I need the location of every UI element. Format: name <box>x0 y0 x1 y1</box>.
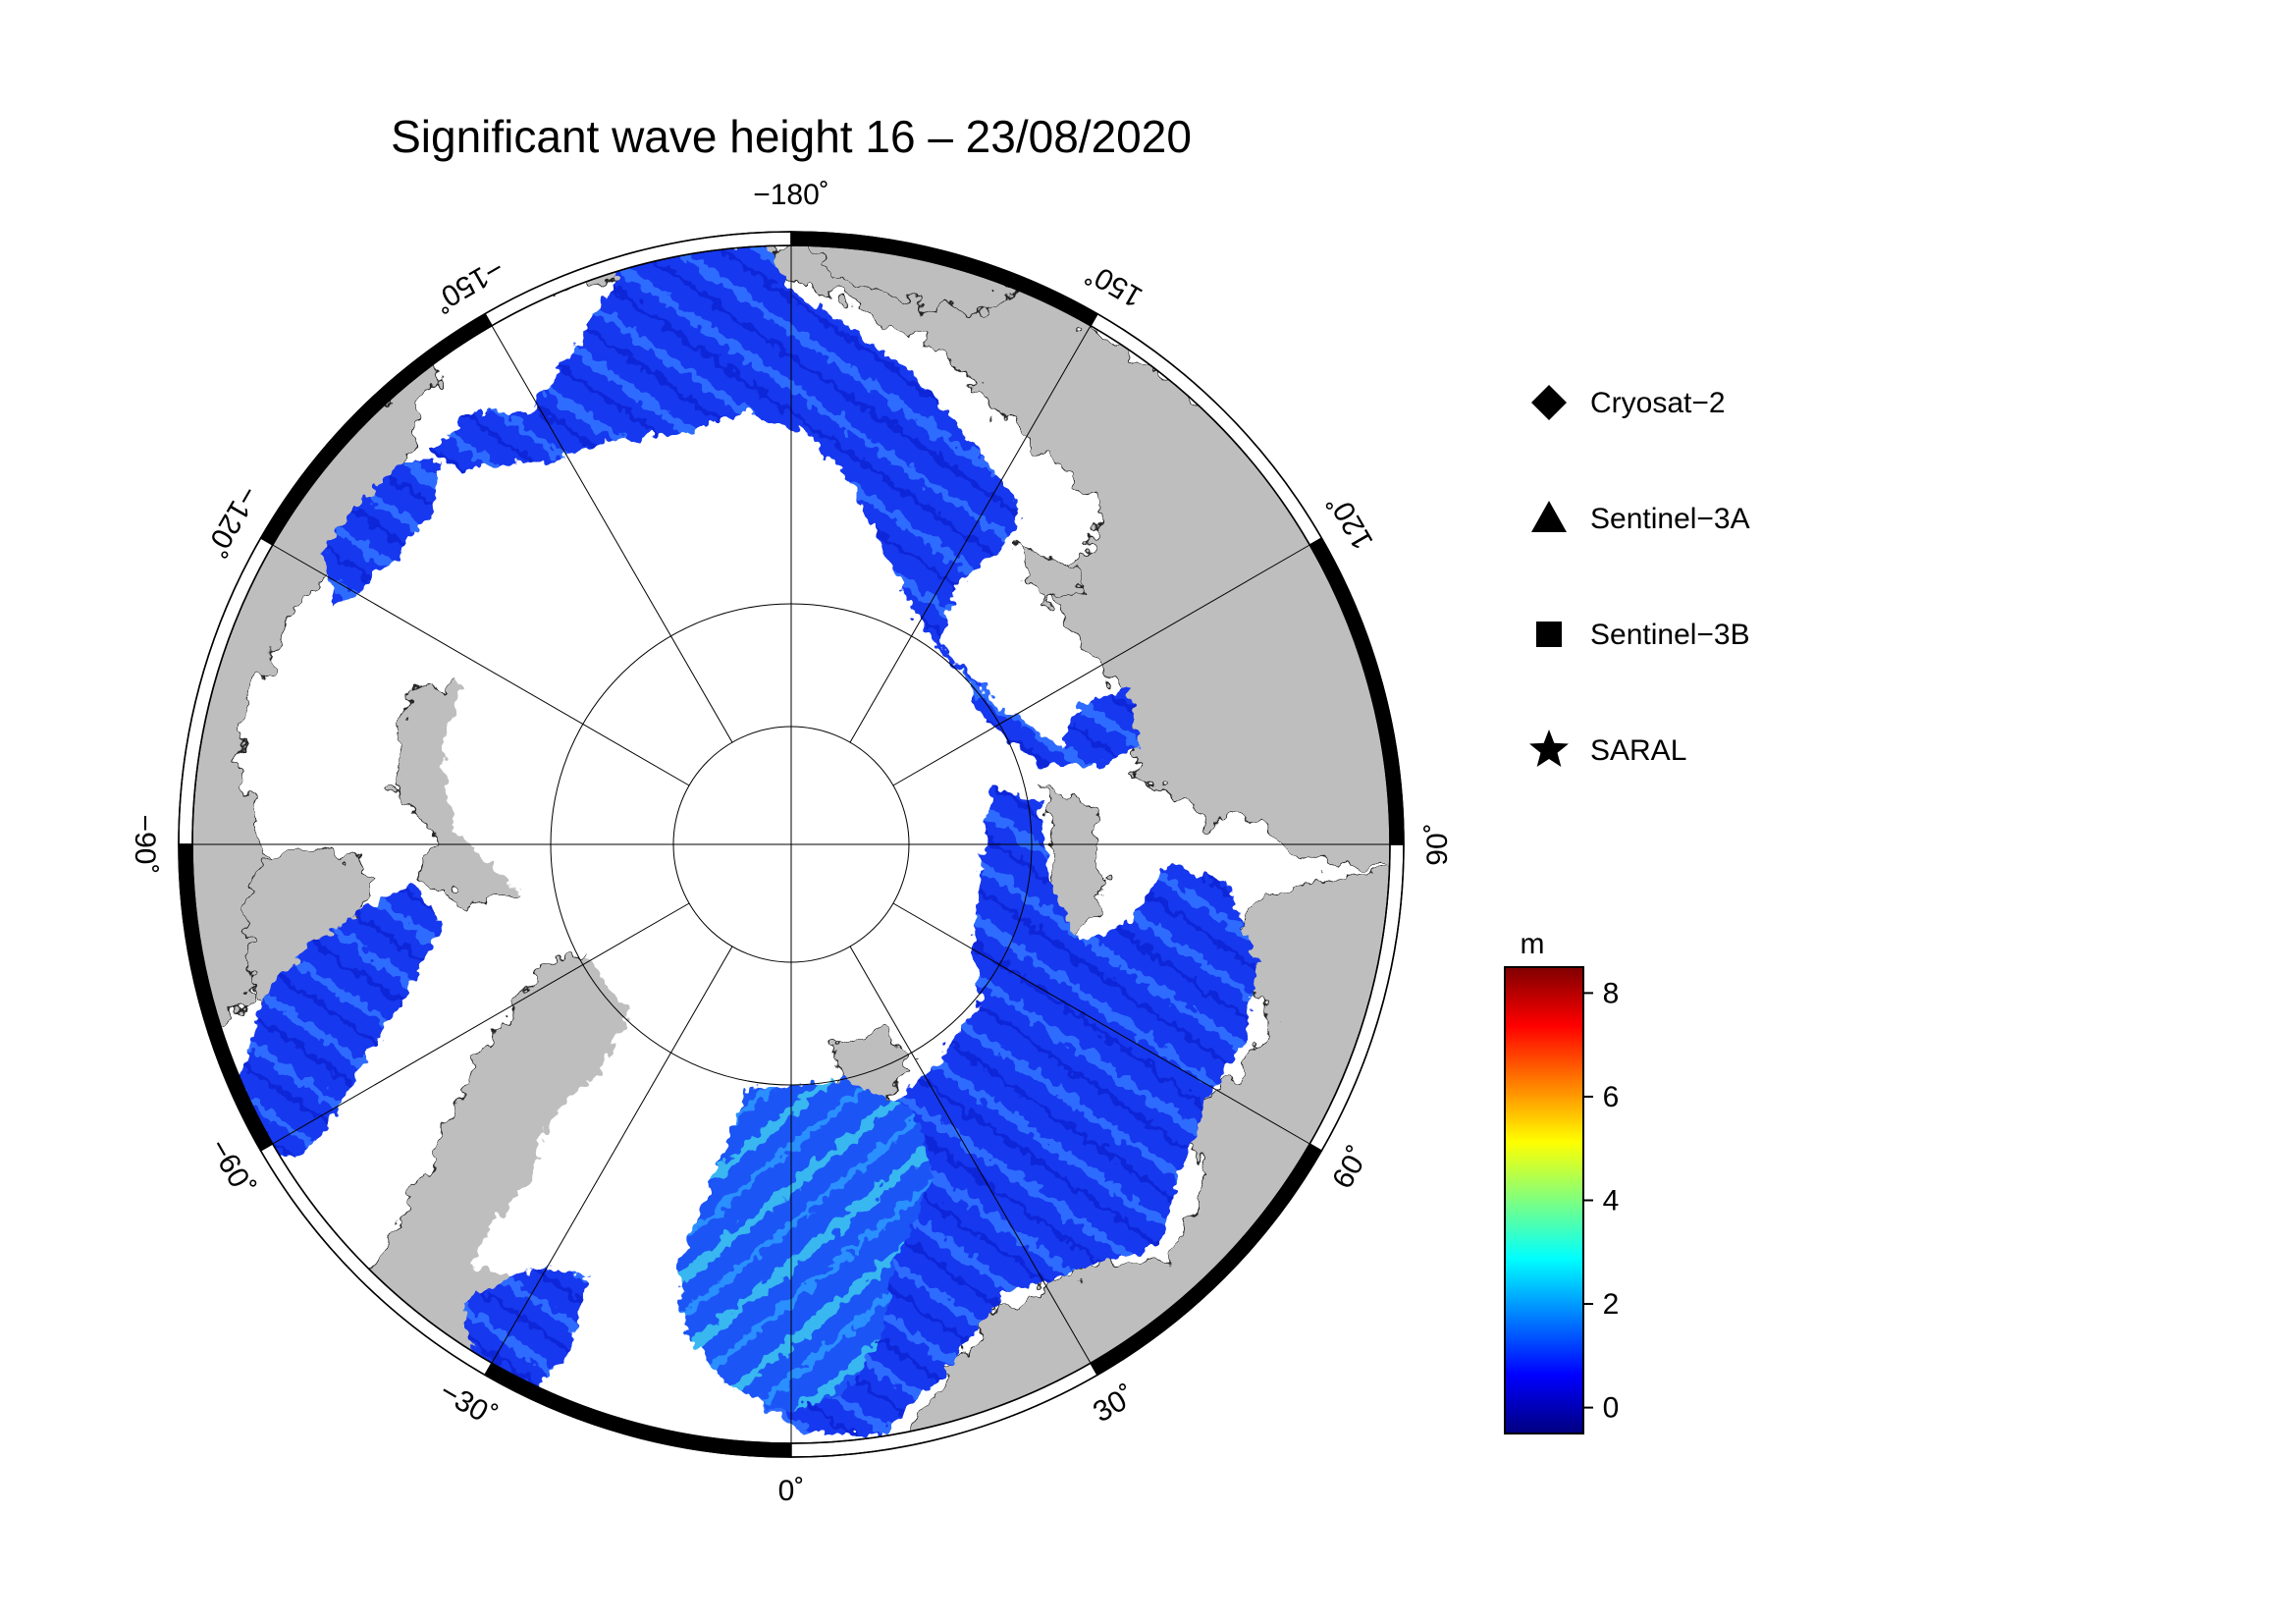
triangle-icon <box>1531 501 1567 532</box>
swath-pacific-sector <box>432 245 1139 766</box>
legend-label: Sentinel−3A <box>1590 503 1750 535</box>
longitude-label: −30˚ <box>434 1376 502 1434</box>
meridian-line <box>849 946 1092 1364</box>
meridian-line <box>892 544 1310 786</box>
meridian-line <box>491 325 733 743</box>
colorbar-tick-label: 8 <box>1603 977 1620 1009</box>
longitude-label: −180˚ <box>753 179 829 211</box>
colorbar: m 0 2 4 6 8 <box>1504 928 1620 1434</box>
meridian-line <box>892 902 1310 1145</box>
legend-label: Cryosat−2 <box>1590 387 1726 419</box>
longitude-label: 90˚ <box>1421 823 1454 865</box>
longitude-label: −60˚ <box>202 1134 260 1202</box>
longitude-label: 120˚ <box>1322 488 1380 556</box>
satellite-legend: Cryosat−2 Sentinel−3A Sentinel−3B SARAL <box>1529 385 1750 767</box>
longitude-label: 150˚ <box>1081 255 1148 313</box>
map-title: Significant wave height 16 – 23/08/2020 <box>391 111 1192 162</box>
land-severnaya <box>1020 549 1081 610</box>
longitude-label: −90˚ <box>129 815 161 875</box>
legend-label: SARAL <box>1590 734 1686 767</box>
longitude-label: 60˚ <box>1326 1141 1375 1194</box>
meridian-line <box>272 544 690 786</box>
diamond-icon <box>1531 385 1567 420</box>
meridian-line <box>491 946 733 1364</box>
square-icon <box>1536 622 1562 647</box>
frame-outer-edge <box>178 231 1405 1458</box>
swath-greenland-sea <box>461 1237 589 1394</box>
swath-labrador-baffin <box>236 884 442 1159</box>
swath-beaufort <box>324 461 442 609</box>
wave-height-swaths <box>236 245 1256 1434</box>
longitude-label: 0˚ <box>778 1475 805 1507</box>
meridian-line <box>272 902 690 1145</box>
legend-label: Sentinel−3B <box>1590 619 1750 651</box>
land-siberia <box>744 245 1390 865</box>
graticule <box>192 245 1390 1443</box>
frame-inner-edge <box>191 244 1391 1444</box>
colorbar-tick-label: 4 <box>1603 1185 1620 1217</box>
longitude-label: 30˚ <box>1088 1380 1141 1429</box>
colorbar-gradient <box>1504 966 1584 1434</box>
colorbar-tick-label: 6 <box>1603 1081 1620 1113</box>
colorbar-unit: m <box>1521 928 1545 960</box>
map-frame <box>178 231 1405 1458</box>
colorbar-tick-label: 2 <box>1603 1288 1620 1321</box>
star-icon <box>1529 730 1569 767</box>
colorbar-tick-label: 0 <box>1603 1392 1620 1425</box>
meridian-line <box>849 325 1092 743</box>
swath-norwegian-sea <box>677 1080 933 1414</box>
